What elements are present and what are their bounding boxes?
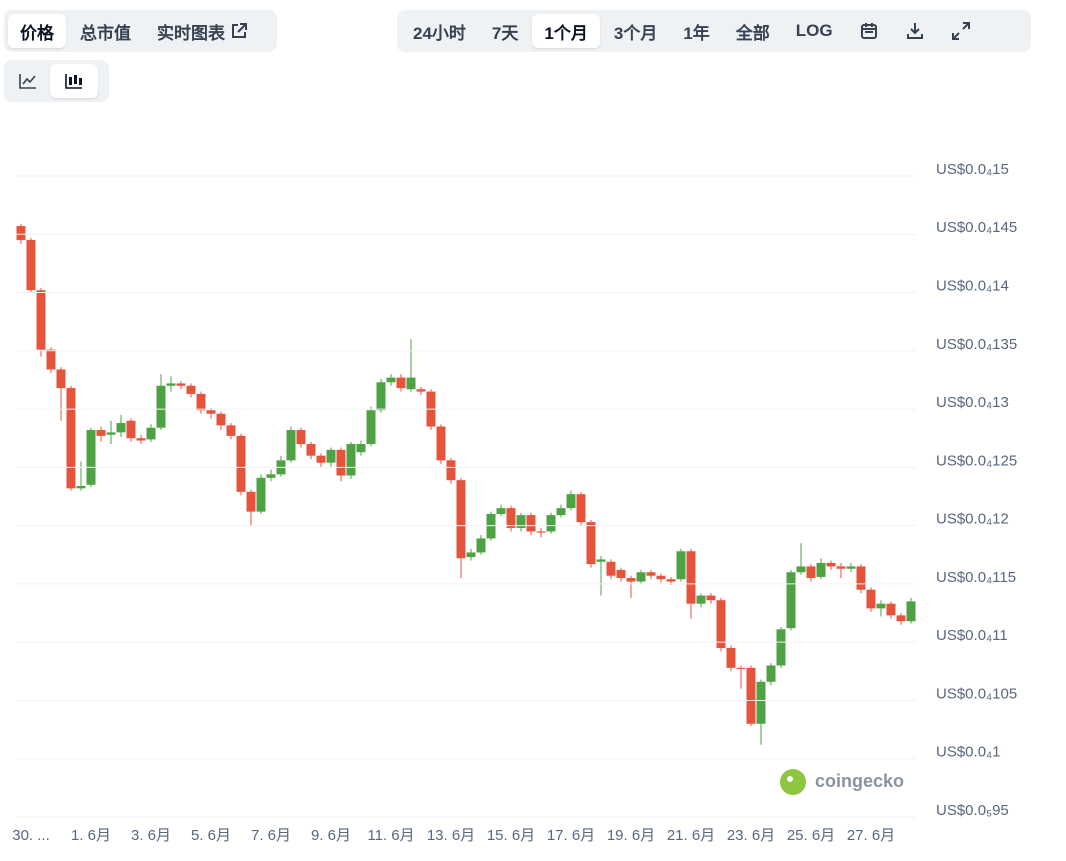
x-tick-label: 17. 6月 bbox=[547, 827, 595, 844]
range-button[interactable]: 1个月 bbox=[532, 14, 600, 48]
x-tick-label: 5. 6月 bbox=[191, 827, 231, 844]
download-button[interactable] bbox=[893, 14, 937, 48]
range-button[interactable]: 24小时 bbox=[413, 23, 466, 43]
tab-button[interactable]: 总市值 bbox=[80, 23, 131, 43]
y-tick-label: US$0.0₄1 bbox=[936, 744, 1001, 761]
range-tabs: 24小时 7天 1个月 3个月 1年 全部 LOG bbox=[397, 10, 1031, 52]
view-tabs: 价格 总市值 实时图表 bbox=[4, 10, 277, 52]
tab-button[interactable]: 价格 bbox=[8, 14, 66, 48]
x-tick-label: 3. 6月 bbox=[131, 827, 171, 844]
x-tick-label: 1. 6月 bbox=[71, 827, 111, 844]
fullscreen-button[interactable] bbox=[939, 14, 983, 48]
y-tick-label: US$0.0₄125 bbox=[936, 452, 1017, 469]
candle-style-button[interactable] bbox=[50, 64, 98, 98]
calendar-button[interactable] bbox=[847, 14, 891, 48]
y-tick-label: US$0.0₄11 bbox=[936, 627, 1008, 644]
x-tick-label: 21. 6月 bbox=[667, 827, 715, 844]
y-tick-label: US$0.0₄145 bbox=[936, 219, 1017, 236]
logo bbox=[780, 769, 806, 795]
y-tick-label: US$0.0₄15 bbox=[936, 161, 1009, 178]
log-button[interactable]: LOG bbox=[795, 21, 833, 40]
y-tick-label: US$0.0₄135 bbox=[936, 336, 1017, 353]
x-tick-label: 11. 6月 bbox=[367, 827, 414, 844]
range-button[interactable]: 全部 bbox=[735, 23, 770, 43]
y-tick-label: US$0.0₅95 bbox=[936, 802, 1009, 819]
candle-icon bbox=[65, 74, 82, 89]
range-button[interactable]: 7天 bbox=[491, 23, 519, 43]
x-tick-label: 25. 6月 bbox=[787, 827, 835, 844]
range-button[interactable]: 3个月 bbox=[613, 23, 658, 43]
x-tick-label: 19. 6月 bbox=[607, 827, 655, 844]
x-tick-label: 23. 6月 bbox=[727, 827, 775, 844]
y-tick-label: US$0.0₄105 bbox=[936, 685, 1017, 702]
download-icon bbox=[906, 23, 923, 39]
expand-icon bbox=[951, 22, 970, 40]
external-icon bbox=[232, 23, 247, 38]
y-tick-label: US$0.0₄12 bbox=[936, 511, 1009, 528]
watermark-text: coingecko bbox=[815, 771, 904, 791]
watermark: coingecko bbox=[780, 769, 904, 795]
tab-label: 实时图表 bbox=[157, 23, 225, 43]
x-tick-label: 13. 6月 bbox=[427, 827, 475, 844]
chart-style-tabs bbox=[4, 60, 109, 102]
calendar-icon bbox=[860, 23, 877, 39]
y-tick-label: US$0.0₄14 bbox=[936, 277, 1009, 294]
x-tick-label: 30. ... bbox=[12, 827, 50, 844]
x-tick-label: 27. 6月 bbox=[847, 827, 895, 844]
logo-eye bbox=[787, 776, 793, 782]
x-tick-label: 15. 6月 bbox=[487, 827, 535, 844]
line-icon bbox=[19, 74, 36, 89]
x-tick-label: 9. 6月 bbox=[311, 827, 351, 844]
y-tick-label: US$0.0₄13 bbox=[936, 394, 1009, 411]
tab-button[interactable]: 实时图表 bbox=[145, 14, 260, 48]
y-tick-label: US$0.0₄115 bbox=[936, 569, 1016, 586]
range-button[interactable]: 1年 bbox=[683, 23, 710, 43]
line-style-button[interactable] bbox=[8, 64, 48, 98]
x-tick-label: 7. 6月 bbox=[251, 827, 291, 844]
